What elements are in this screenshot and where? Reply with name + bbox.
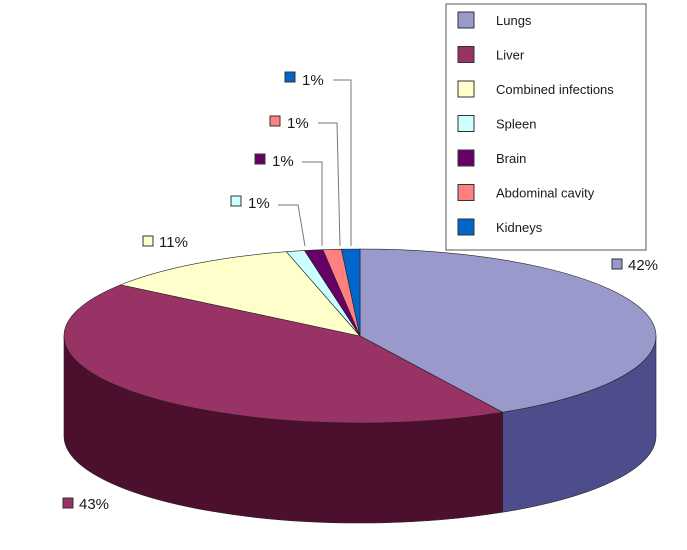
legend-label-kidneys: Kidneys xyxy=(496,220,543,235)
data-label-swatch-spleen xyxy=(230,195,242,207)
leader-line-kidneys xyxy=(333,79,352,246)
data-label-kidneys: 1% xyxy=(302,72,324,89)
legend-swatch-lungs xyxy=(457,11,475,29)
pie-slice-combined-infections xyxy=(119,251,361,337)
data-label-swatch-kidneys xyxy=(284,71,296,83)
data-label-lungs: 42% xyxy=(628,257,658,274)
legend-swatch-liver xyxy=(457,46,475,63)
legend: Lungs Liver Combined infections Spleen Brain… xyxy=(445,3,647,251)
pie-3d-sides xyxy=(63,335,657,524)
legend-label-liver: Liver xyxy=(496,48,525,63)
leader-lines xyxy=(278,79,352,247)
data-label-combined-infections: 11% xyxy=(159,234,188,251)
legend-swatch-abdominal-cavity xyxy=(457,184,475,201)
pie-slices xyxy=(63,248,657,424)
legend-label-brain: Brain xyxy=(496,151,526,166)
data-label-liver: 43% xyxy=(79,496,109,513)
legend-swatch-combined-infections xyxy=(457,80,475,98)
leader-line-brain xyxy=(302,161,323,246)
data-label-swatch-abdominal-cavity xyxy=(269,115,281,127)
legend-swatch-brain xyxy=(457,149,475,167)
pie-slice-kidneys xyxy=(341,248,361,337)
data-label-swatch-combined-infections xyxy=(142,235,154,247)
legend-label-lungs: Lungs xyxy=(496,13,532,28)
pie-slice-liver xyxy=(63,284,504,424)
data-labels: 42% 43% 11% 1% 1% 1% 1% xyxy=(62,71,658,513)
data-label-brain: 1% xyxy=(272,153,294,170)
data-label-abdominal-cavity: 1% xyxy=(287,115,309,132)
legend-label-combined-infections: Combined infections xyxy=(496,82,614,97)
pie-slice-lungs xyxy=(359,248,657,413)
data-label-spleen: 1% xyxy=(248,195,270,212)
legend-swatch-kidneys xyxy=(457,218,475,236)
leader-line-spleen xyxy=(278,204,306,247)
data-label-swatch-brain xyxy=(254,153,266,165)
legend-label-abdominal-cavity: Abdominal cavity xyxy=(496,186,595,201)
data-label-swatch-liver xyxy=(62,497,74,509)
data-label-swatch-lungs xyxy=(611,258,623,270)
leader-line-abdominal-cavity xyxy=(318,122,341,247)
legend-swatch-spleen xyxy=(457,115,475,132)
legend-label-spleen: Spleen xyxy=(496,117,536,132)
legend-box xyxy=(445,3,647,251)
